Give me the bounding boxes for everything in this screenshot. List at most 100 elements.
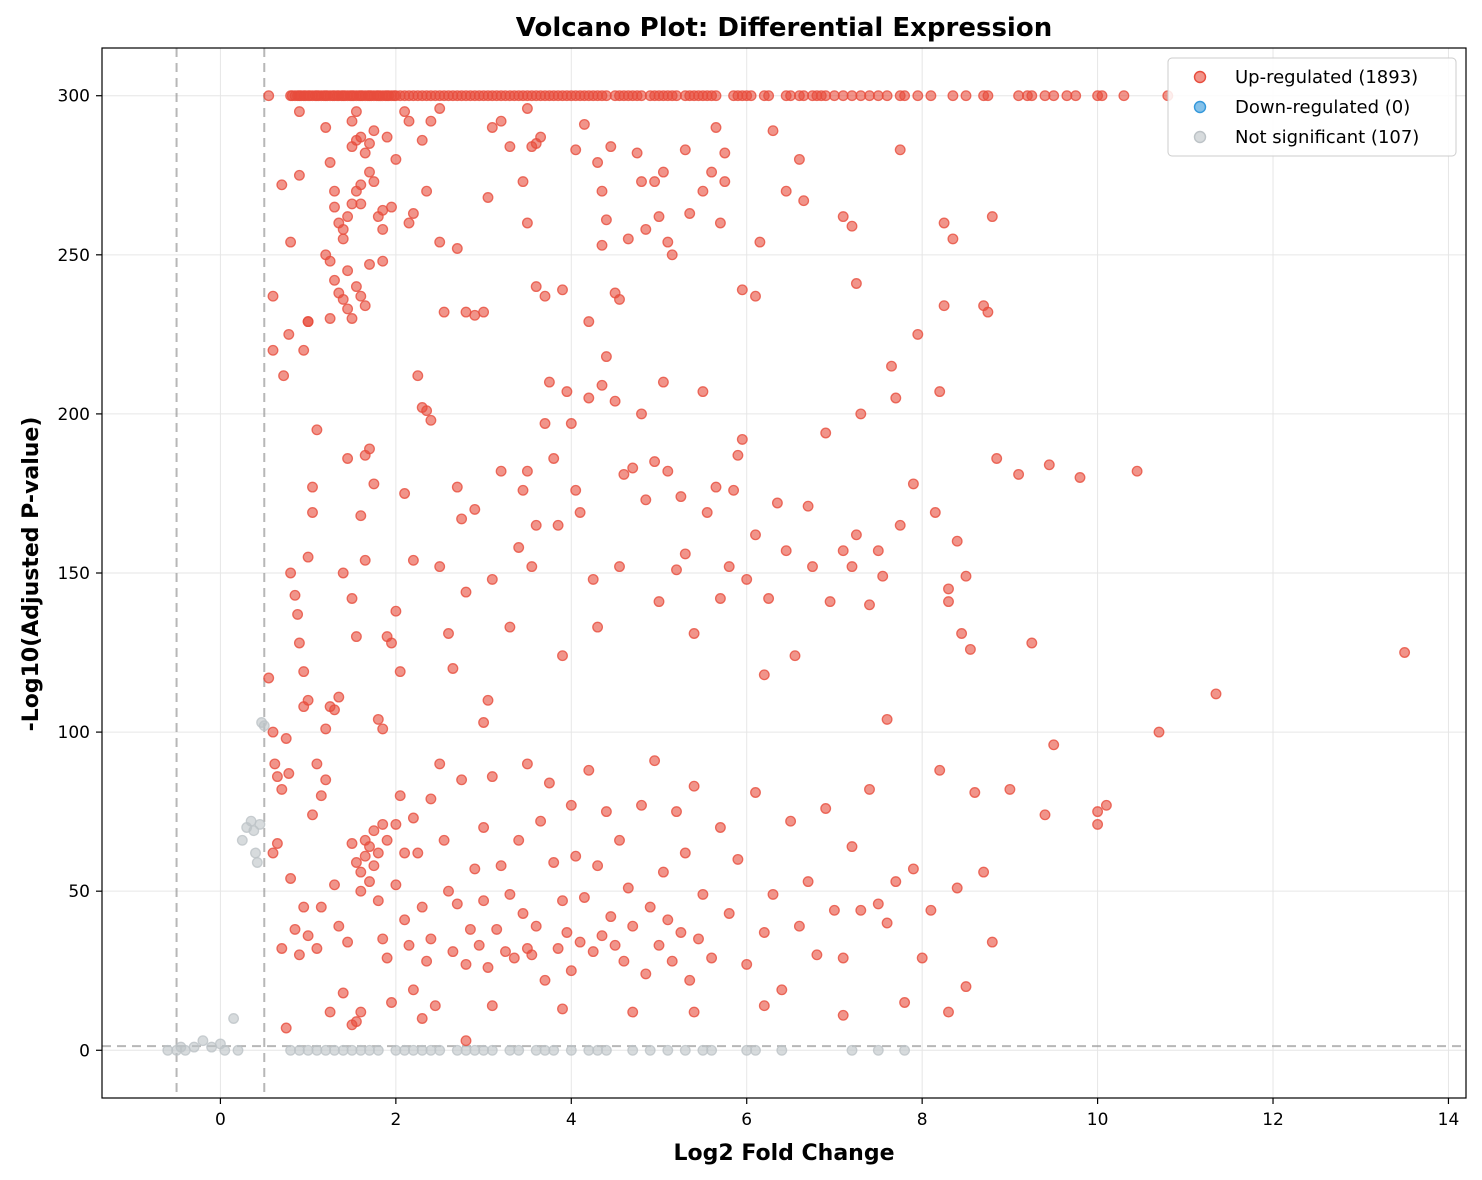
point-up-regulated [521,103,533,114]
legend-label-ns: Not significant (107) [1235,127,1419,148]
point-up-regulated [350,631,362,643]
point-up-regulated [443,628,454,639]
point-up-regulated [329,704,340,716]
point-up-regulated [267,344,279,356]
point-up-regulated [1004,783,1016,795]
point-up-regulated [368,860,380,872]
point-up-regulated [991,453,1003,464]
point-not-significant [434,1044,446,1056]
point-up-regulated [872,898,884,910]
point-up-regulated [1013,468,1025,480]
point-up-regulated [302,694,314,706]
point-up-regulated [548,857,560,868]
point-up-regulated [500,946,511,958]
point-up-regulated [557,650,568,662]
point-up-regulated [1048,90,1060,102]
point-up-regulated [951,882,963,894]
point-up-regulated [447,946,459,958]
point-up-regulated [636,176,647,188]
point-up-regulated [315,790,327,802]
point-up-regulated [403,217,415,229]
point-not-significant [662,1044,674,1056]
point-up-regulated [820,427,832,439]
point-up-regulated [750,787,761,798]
point-up-regulated [425,414,437,426]
point-up-regulated [460,586,472,598]
point-up-regulated [1074,472,1086,483]
point-up-regulated [329,185,340,197]
point-up-regulated [574,507,586,518]
point-up-regulated [320,723,332,735]
point-up-regulated [438,834,450,846]
point-up-regulated [811,949,823,961]
point-not-significant [565,1044,577,1056]
point-up-regulated [386,997,397,1008]
point-up-regulated [421,185,433,197]
point-up-regulated [710,90,722,102]
point-up-regulated [1048,739,1060,751]
point-up-regulated [627,462,639,474]
point-not-significant [706,1044,718,1056]
point-up-regulated [736,284,748,296]
point-up-regulated [421,955,433,967]
point-up-regulated [359,147,371,159]
point-not-significant [188,1041,200,1053]
point-up-regulated [368,478,380,490]
point-up-regulated [916,952,928,964]
point-up-regulated [934,386,946,398]
point-up-regulated [649,176,661,188]
point-up-regulated [399,106,411,118]
point-up-regulated [894,144,906,156]
legend-box [1167,57,1457,157]
point-up-regulated [298,666,310,678]
point-up-regulated [390,818,402,830]
point-up-regulated [443,885,454,897]
point-up-regulated [372,847,384,859]
point-up-regulated [368,176,380,188]
point-up-regulated [574,936,586,948]
chart-title: Volcano Plot: Differential Expression [516,13,1052,43]
point-up-regulated [592,157,604,168]
point-up-regulated [640,494,652,506]
point-up-regulated [951,535,963,547]
point-up-regulated [364,443,375,455]
point-up-regulated [855,904,867,916]
point-up-regulated [793,920,805,932]
point-up-regulated [342,265,354,277]
point-up-regulated [377,723,389,735]
point-up-regulated [587,946,599,958]
point-up-regulated [679,144,691,156]
point-up-regulated [1210,688,1222,700]
point-up-regulated [943,1006,954,1018]
point-up-regulated [302,316,314,328]
point-up-regulated [846,841,858,853]
point-not-significant [627,1044,639,1056]
point-up-regulated [653,596,665,608]
legend-marker-down [1193,100,1207,114]
point-up-regulated [311,424,323,436]
point-up-regulated [925,904,937,916]
point-up-regulated [434,561,446,573]
point-up-regulated [578,118,590,130]
point-up-regulated [802,876,814,888]
point-not-significant [776,1044,788,1056]
point-up-regulated [355,510,367,522]
point-up-regulated [820,803,832,814]
point-up-regulated [750,290,761,302]
point-up-regulated [355,885,367,897]
x-tick-label: 12 [1262,1110,1284,1130]
point-up-regulated [710,481,722,493]
point-up-regulated [719,176,731,188]
point-up-regulated [460,1035,472,1047]
point-up-regulated [750,529,761,541]
point-up-regulated [337,987,349,999]
point-up-regulated [934,764,946,776]
point-up-regulated [486,771,498,783]
point-up-regulated [767,125,779,137]
point-up-regulated [872,545,884,557]
point-up-regulated [583,316,595,328]
point-up-regulated [263,672,275,684]
point-up-regulated [969,787,981,798]
point-up-regulated [565,418,577,429]
point-up-regulated [329,274,340,286]
